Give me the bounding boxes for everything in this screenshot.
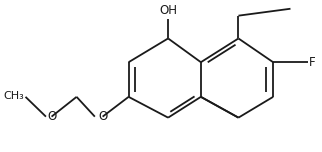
Text: O: O [47,110,56,123]
Text: CH₃: CH₃ [3,91,24,101]
Text: O: O [98,110,107,123]
Text: F: F [309,56,316,69]
Text: OH: OH [159,4,177,17]
